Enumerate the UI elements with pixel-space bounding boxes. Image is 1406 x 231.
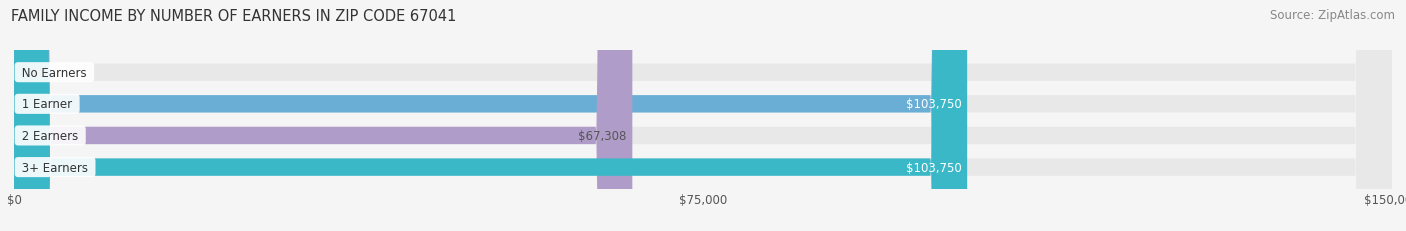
FancyBboxPatch shape <box>14 0 1392 231</box>
Text: 2 Earners: 2 Earners <box>18 129 82 142</box>
FancyBboxPatch shape <box>14 0 967 231</box>
Text: No Earners: No Earners <box>18 66 90 79</box>
Text: Source: ZipAtlas.com: Source: ZipAtlas.com <box>1270 9 1395 22</box>
Text: $0: $0 <box>31 66 45 79</box>
FancyBboxPatch shape <box>14 0 1392 231</box>
Text: $67,308: $67,308 <box>578 129 627 142</box>
Text: 1 Earner: 1 Earner <box>18 98 76 111</box>
Text: $103,750: $103,750 <box>905 98 962 111</box>
FancyBboxPatch shape <box>14 0 1392 231</box>
FancyBboxPatch shape <box>14 0 1392 231</box>
Text: FAMILY INCOME BY NUMBER OF EARNERS IN ZIP CODE 67041: FAMILY INCOME BY NUMBER OF EARNERS IN ZI… <box>11 9 457 24</box>
FancyBboxPatch shape <box>14 0 633 231</box>
FancyBboxPatch shape <box>14 0 967 231</box>
Text: 3+ Earners: 3+ Earners <box>18 161 91 174</box>
Text: $103,750: $103,750 <box>905 161 962 174</box>
